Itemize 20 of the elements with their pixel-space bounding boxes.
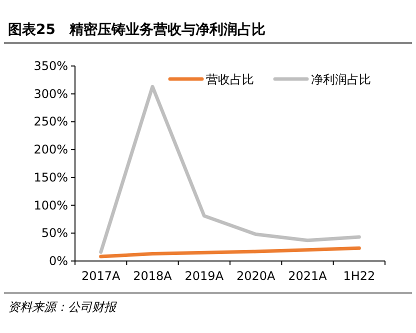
- x-tick-label: 2018A: [133, 269, 173, 283]
- line-series: [99, 246, 361, 258]
- text: 资料来源：公司财报: [8, 300, 117, 314]
- x-tick-label: 2017A: [81, 269, 121, 283]
- y-tick-label: 50%: [41, 226, 68, 240]
- x-tick-label: 1H22: [343, 269, 376, 283]
- line-series: [99, 84, 361, 254]
- y-tick-label: 150%: [34, 170, 68, 184]
- y-tick-label: 250%: [34, 114, 68, 129]
- legend-label: 营收占比: [206, 72, 254, 86]
- x-tick-label: 2021A: [288, 269, 328, 283]
- y-tick-label: 100%: [34, 198, 68, 212]
- x-tick-label: 2019A: [184, 269, 224, 283]
- legend-label: 净利润占比: [311, 72, 371, 86]
- y-tick-label: 200%: [34, 142, 68, 157]
- y-tick-label: 300%: [34, 86, 68, 101]
- y-tick-label: 0%: [48, 254, 68, 268]
- y-tick-label: 350%: [34, 59, 68, 73]
- chart-title: 图表25 精密压铸业务营收与净利润占比: [8, 21, 266, 38]
- x-tick-label: 2020A: [236, 269, 276, 283]
